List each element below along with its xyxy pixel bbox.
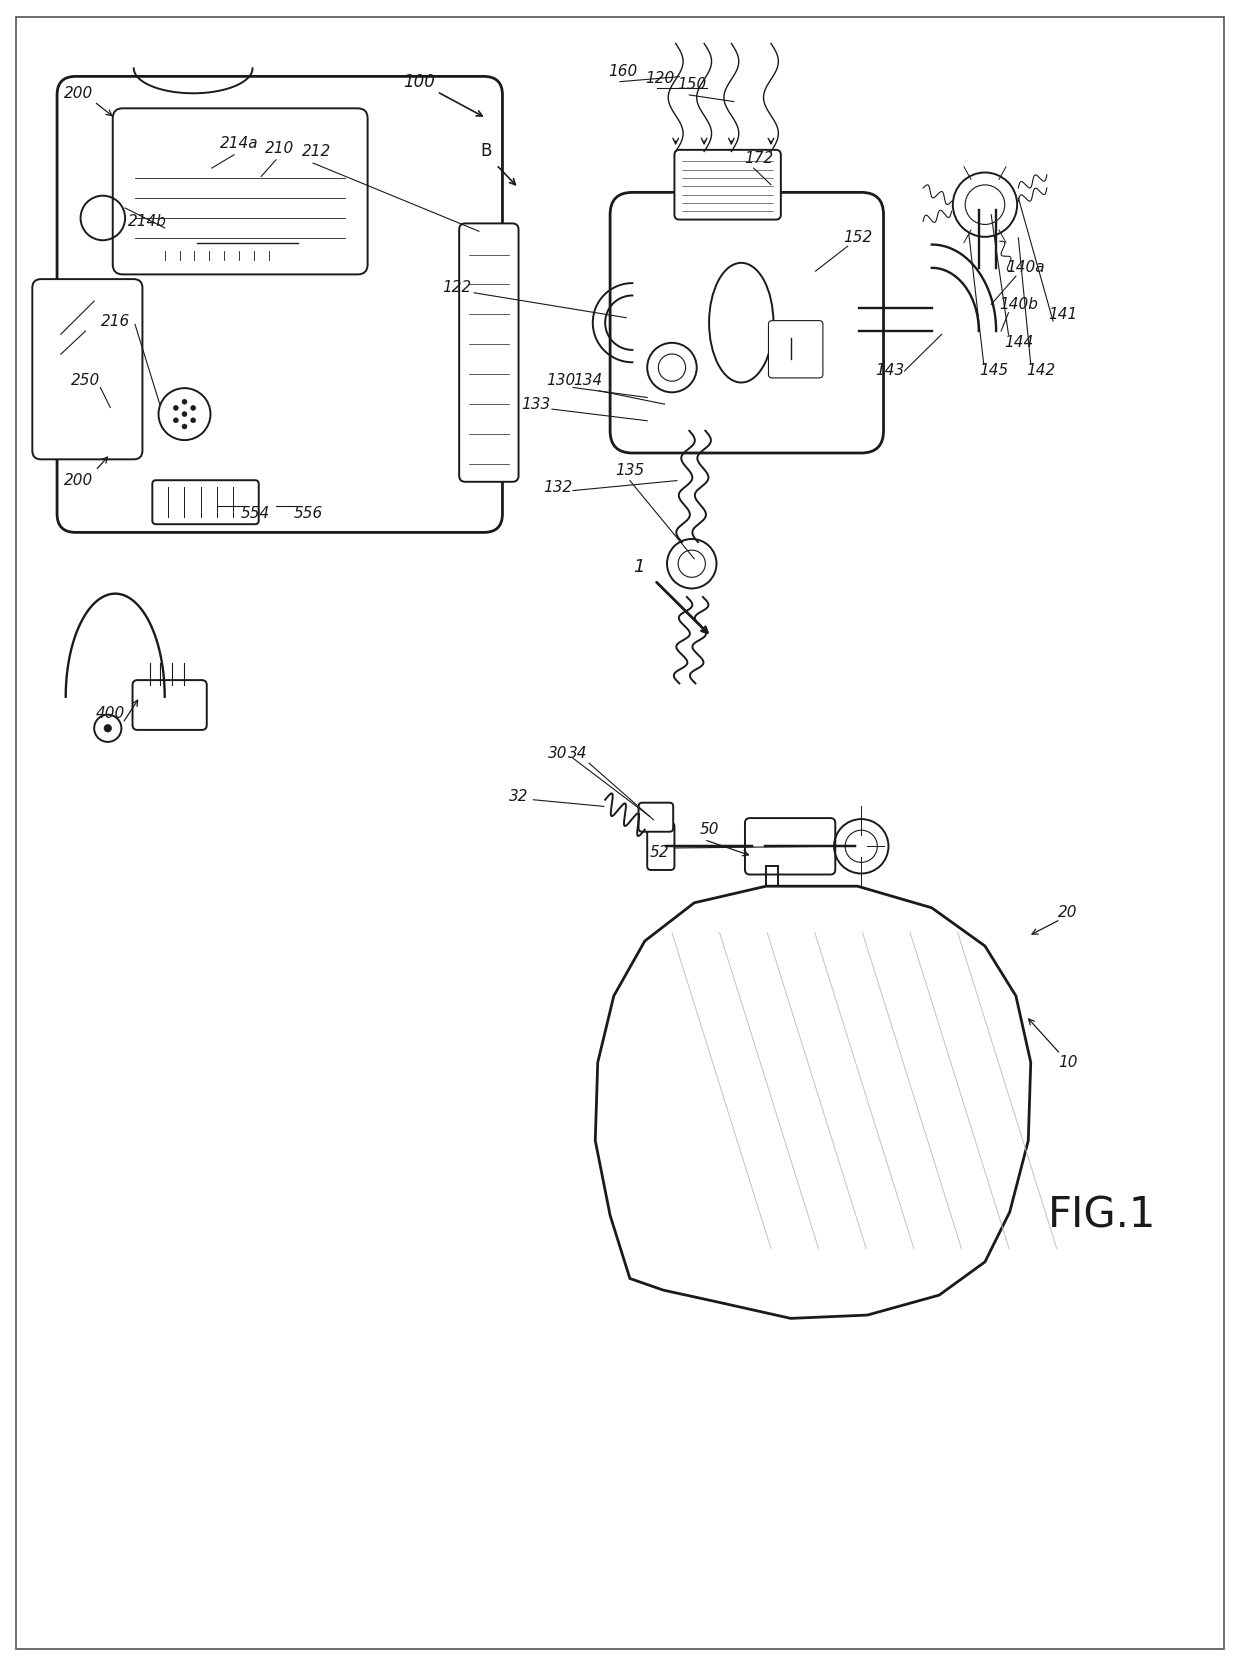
Text: 400: 400 bbox=[95, 706, 125, 721]
Text: 554: 554 bbox=[241, 506, 269, 521]
Text: 132: 132 bbox=[543, 480, 573, 495]
Text: 172: 172 bbox=[744, 150, 774, 165]
FancyBboxPatch shape bbox=[745, 818, 836, 875]
Text: 141: 141 bbox=[1048, 307, 1078, 322]
Circle shape bbox=[104, 725, 112, 731]
Circle shape bbox=[174, 405, 179, 410]
Text: 143: 143 bbox=[875, 363, 904, 378]
FancyBboxPatch shape bbox=[459, 223, 518, 481]
FancyBboxPatch shape bbox=[610, 192, 884, 453]
FancyBboxPatch shape bbox=[153, 480, 259, 525]
Circle shape bbox=[191, 405, 196, 410]
Text: 134: 134 bbox=[573, 373, 603, 388]
Circle shape bbox=[182, 400, 187, 405]
FancyBboxPatch shape bbox=[769, 320, 823, 378]
Text: 140a: 140a bbox=[1007, 260, 1045, 275]
Polygon shape bbox=[595, 886, 1030, 1318]
Text: 20: 20 bbox=[1058, 905, 1078, 920]
Circle shape bbox=[174, 418, 179, 423]
Text: 200: 200 bbox=[63, 473, 93, 488]
Text: 10: 10 bbox=[1058, 1055, 1078, 1070]
Text: 130: 130 bbox=[546, 373, 575, 388]
Text: B: B bbox=[481, 143, 492, 160]
FancyBboxPatch shape bbox=[57, 77, 502, 533]
Circle shape bbox=[182, 425, 187, 428]
Text: 133: 133 bbox=[521, 397, 551, 412]
Text: 556: 556 bbox=[294, 506, 322, 521]
FancyBboxPatch shape bbox=[32, 280, 143, 460]
Text: 210: 210 bbox=[265, 140, 294, 155]
FancyBboxPatch shape bbox=[675, 150, 781, 220]
Text: 214a: 214a bbox=[219, 135, 258, 150]
FancyBboxPatch shape bbox=[647, 823, 675, 870]
Text: 152: 152 bbox=[843, 230, 872, 245]
Circle shape bbox=[94, 715, 122, 741]
Text: 52: 52 bbox=[650, 845, 670, 860]
FancyBboxPatch shape bbox=[639, 803, 673, 831]
Circle shape bbox=[191, 418, 196, 423]
Text: 160: 160 bbox=[608, 65, 637, 80]
Text: FIG.1: FIG.1 bbox=[1048, 1195, 1157, 1236]
Text: 212: 212 bbox=[303, 143, 331, 158]
Text: 120: 120 bbox=[645, 72, 675, 87]
Text: 250: 250 bbox=[71, 373, 100, 388]
Text: 144: 144 bbox=[1003, 335, 1033, 350]
Text: 135: 135 bbox=[615, 463, 645, 478]
Text: 216: 216 bbox=[100, 313, 130, 328]
Text: 214b: 214b bbox=[128, 213, 167, 228]
Text: 34: 34 bbox=[568, 746, 588, 761]
Text: 145: 145 bbox=[980, 363, 1008, 378]
Text: 122: 122 bbox=[443, 280, 471, 295]
FancyBboxPatch shape bbox=[133, 680, 207, 730]
Text: 1: 1 bbox=[632, 558, 645, 576]
Text: 100: 100 bbox=[404, 73, 435, 90]
Text: 140b: 140b bbox=[999, 297, 1038, 312]
Text: 150: 150 bbox=[677, 78, 707, 93]
Text: 200: 200 bbox=[63, 85, 93, 100]
FancyBboxPatch shape bbox=[113, 108, 367, 275]
Text: 142: 142 bbox=[1025, 363, 1055, 378]
Text: 50: 50 bbox=[699, 823, 719, 838]
Text: 30: 30 bbox=[548, 746, 568, 761]
Text: 32: 32 bbox=[508, 790, 528, 805]
Circle shape bbox=[182, 412, 187, 416]
